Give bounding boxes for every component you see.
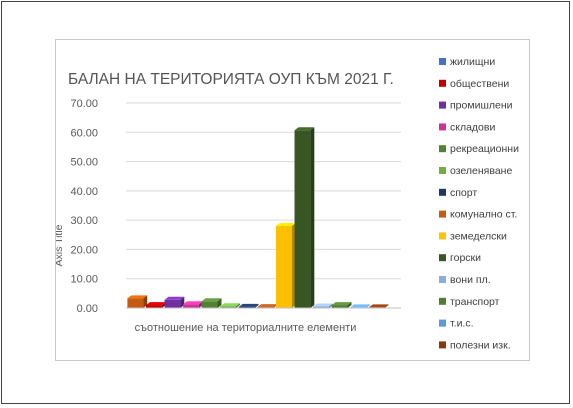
bar-11	[313, 303, 333, 308]
legend-label: жилищни	[450, 56, 495, 68]
legend-label: спорт	[450, 187, 477, 199]
y-tick-label: 50.00	[70, 157, 98, 169]
legend-swatch	[439, 254, 446, 262]
legend-label: озеленяване	[450, 165, 512, 177]
y-tick-label: 10.00	[70, 274, 98, 286]
legend-swatch	[439, 232, 446, 240]
chart: 0.0010.0020.0030.0040.0050.0060.0070.00 …	[56, 56, 519, 351]
legend-swatch	[439, 167, 446, 174]
legend-swatch	[439, 276, 446, 283]
bar-3	[164, 296, 185, 308]
legend-swatch	[439, 79, 446, 87]
y-axis-ticks: 0.00 10.00 20.00 30.00 40.00 50.00 60.00 70.00	[70, 98, 98, 315]
legend-swatch	[439, 341, 446, 349]
bar-1	[127, 295, 148, 308]
legend-label: складови	[450, 121, 495, 133]
legend-swatch	[439, 123, 446, 131]
bar-8	[257, 304, 278, 308]
legend-label: промишлени	[450, 100, 513, 112]
y-tick-label: 60.00	[70, 127, 98, 139]
bar-12	[331, 302, 352, 308]
y-tick-label: 20.00	[70, 244, 98, 256]
bar-6	[220, 303, 241, 308]
bars	[127, 127, 389, 308]
y-axis-title: Axis Title	[56, 224, 65, 266]
legend-label: рекреационни	[450, 143, 519, 155]
chart-title: БАЛАН НА ТЕРИТОРИЯТА ОУП КЪМ 2021 Г.	[68, 71, 394, 88]
legend-label: транспорт	[450, 296, 500, 308]
legend-label: т.и.с.	[450, 318, 474, 330]
legend-swatch	[439, 319, 446, 327]
bar-10	[294, 127, 315, 308]
y-tick-label: 70.00	[70, 98, 98, 110]
bar-4	[183, 301, 203, 308]
bar-2	[145, 302, 166, 308]
legend-swatch	[439, 101, 446, 109]
chart-area: 0.00 10.00 20.00 30.00 40.00 50.00 60.00 70.00 …	[55, 39, 530, 361]
legend-label: вони пл.	[450, 274, 491, 286]
gridlines	[126, 102, 401, 280]
legend-swatch	[439, 145, 446, 153]
legend-swatch	[439, 210, 446, 218]
legend-label: обществени	[450, 78, 509, 90]
legend-label: полезни изк.	[450, 339, 511, 351]
legend-label: земеделски	[450, 230, 507, 242]
legend-label: комунално ст.	[450, 209, 517, 221]
legend-swatch	[439, 297, 446, 305]
bar-5	[201, 298, 222, 308]
legend-swatch	[439, 58, 446, 65]
y-tick-label: 0.00	[77, 303, 98, 315]
legend-label: горски	[450, 252, 481, 264]
bar-14	[368, 304, 389, 308]
y-tick-label: 30.00	[70, 215, 98, 227]
bar-9	[275, 223, 296, 308]
y-tick-label: 40.00	[70, 186, 98, 198]
legend: жилищни обществени промишлени складови рекре…	[439, 56, 519, 351]
bar-7	[238, 303, 259, 308]
bar-13	[350, 304, 371, 308]
legend-swatch	[439, 188, 446, 196]
x-category-label: съотношение на териториалните елементи	[135, 322, 357, 334]
